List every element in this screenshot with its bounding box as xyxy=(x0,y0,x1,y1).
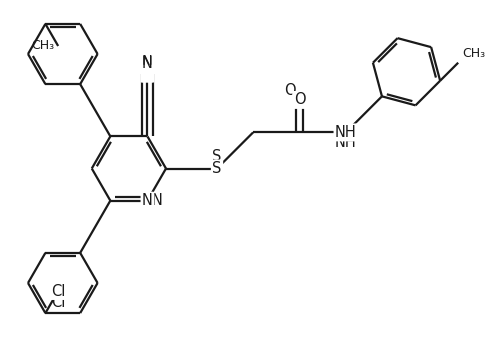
Text: O: O xyxy=(293,92,305,108)
Text: NH: NH xyxy=(334,135,356,150)
Text: Cl: Cl xyxy=(51,295,65,310)
Text: S: S xyxy=(212,149,221,164)
Text: O: O xyxy=(284,83,295,98)
Text: CH₃: CH₃ xyxy=(461,48,484,60)
Text: NH: NH xyxy=(334,125,356,140)
Text: N: N xyxy=(142,193,153,208)
Text: Cl: Cl xyxy=(51,283,65,299)
Text: CH₃: CH₃ xyxy=(31,39,54,53)
Text: N: N xyxy=(142,193,153,208)
Text: S: S xyxy=(212,161,221,176)
Text: N: N xyxy=(142,66,153,81)
Text: N: N xyxy=(142,55,153,70)
Text: N: N xyxy=(142,56,153,71)
Text: N: N xyxy=(151,193,162,208)
Text: O: O xyxy=(293,92,305,108)
Text: S: S xyxy=(212,161,221,176)
Text: Cl: Cl xyxy=(51,283,65,299)
Text: NH: NH xyxy=(334,125,356,140)
